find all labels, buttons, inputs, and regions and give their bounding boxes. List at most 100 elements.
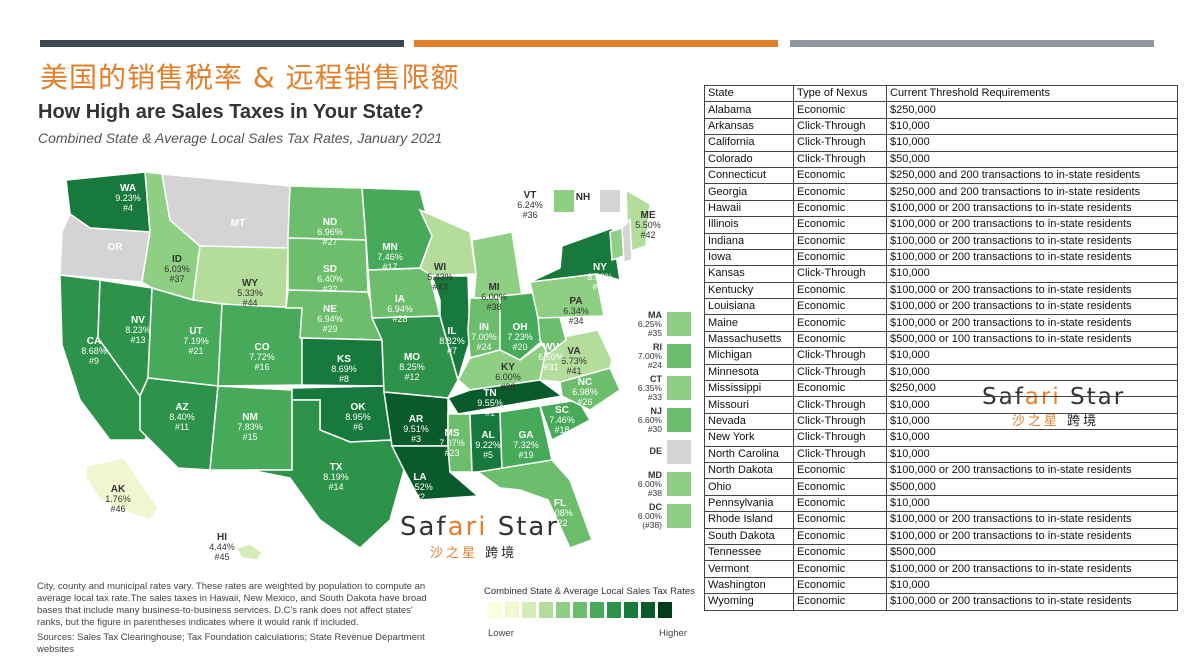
state-label-rank: #9	[89, 356, 99, 366]
table-cell: Iowa	[704, 248, 794, 267]
small-state-label-rate: 6.35%	[638, 383, 663, 393]
top-bar-dark	[40, 40, 404, 47]
table-cell: $500,000	[886, 478, 1178, 496]
table-row: Pennsylvania Economic $10,000	[704, 494, 1178, 513]
small-state-label-rate: 6.00%	[638, 479, 663, 489]
table-cell: Rhode Island	[704, 511, 794, 529]
state-label-rate: 7.32%	[513, 440, 539, 450]
state-label-rate: 6.98%	[572, 387, 598, 397]
table-cell: Economic	[793, 183, 887, 201]
small-state-box-ct	[667, 376, 691, 400]
small-state-label-rank: #33	[648, 392, 662, 402]
small-state-label-rank: #35	[648, 328, 662, 338]
table-cell: Economic	[793, 330, 887, 349]
table-cell: Ohio	[704, 478, 794, 496]
state-label-rank: #14	[328, 482, 343, 492]
state-label-rate: 7.72%	[249, 352, 275, 362]
legend-swatches	[488, 602, 675, 618]
state-label-rate: 7.23%	[507, 332, 533, 342]
table-cell: New York	[704, 429, 794, 447]
state-label-rank: #19	[518, 450, 533, 460]
state-ne	[285, 289, 384, 341]
state-label-rank: #12	[404, 372, 419, 382]
state-label-rank: #10	[592, 282, 607, 292]
callout-box-vt	[554, 190, 574, 212]
table-row: Missouri Click-Through $10,000	[704, 396, 1178, 414]
state-label-rate: 4.44%	[209, 542, 235, 552]
table-cell: Economic	[793, 248, 887, 267]
table-cell: Colorado	[704, 150, 794, 168]
table-row: Arkansas Click-Through $10,000	[704, 117, 1178, 136]
state-label-rate: 6.50%	[538, 352, 564, 362]
table-cell: $10,000	[886, 134, 1178, 152]
table-cell: $100,000 or 200 transactions to in-state…	[886, 527, 1178, 545]
table-row: Iowa Economic $100,000 or 200 transactions…	[704, 248, 1178, 267]
state-label-rank: #5	[483, 450, 493, 460]
table-row: Alabama Economic $250,000	[704, 101, 1178, 119]
state-label-rate: 5.73%	[561, 356, 587, 366]
state-label-abbr: AR	[409, 414, 424, 425]
table-cell: $100,000 or 200 transactions to in-state…	[886, 461, 1178, 480]
state-label-abbr: NV	[131, 315, 145, 326]
table-cell: $250,000 and 200 transactions to in-stat…	[886, 166, 1178, 185]
table-cell: North Dakota	[704, 461, 794, 480]
state-label-rank: #37	[169, 274, 184, 284]
table-cell: $10,000	[886, 265, 1178, 283]
table-row: Illinois Economic $100,000 or 200 transact…	[704, 216, 1178, 234]
state-label-rate: 6.40%	[317, 274, 343, 284]
state-label-rank: #21	[188, 346, 203, 356]
state-label-abbr: WA	[120, 183, 136, 194]
table-cell: Wyoming	[704, 593, 794, 611]
table-cell: Click-Through	[793, 347, 887, 365]
logo-cn-b: 跨境	[478, 546, 518, 561]
state-label-rate: 5.50%	[635, 220, 661, 230]
state-label-rate: 8.23%	[125, 325, 151, 335]
table-cell: Vermont	[704, 560, 794, 578]
state-label-rank: #17	[382, 262, 397, 272]
legend-high-label: Higher	[659, 628, 687, 639]
state-label-rate: 8.95%	[345, 412, 371, 422]
table-cell: $250,000 and 200 transactions to in-stat…	[886, 183, 1178, 201]
top-bar-gray	[790, 40, 1154, 47]
state-label-abbr: MO	[404, 352, 420, 363]
top-bar-orange	[414, 40, 778, 47]
safari-star-logo: Safari Star 沙之星 跨境	[400, 512, 559, 561]
small-state-box-de	[667, 440, 691, 464]
small-state-label-abbr: DE	[649, 446, 662, 456]
small-state-label-rate: 6.25%	[638, 319, 663, 329]
state-label-rank: #22	[552, 518, 567, 528]
state-label-rate: 7.08%	[547, 508, 573, 518]
table-row: Minnesota Click-Through $10,000	[704, 363, 1178, 382]
state-label-rate: 8.82%	[439, 336, 465, 346]
state-label-abbr: WV	[543, 342, 559, 353]
small-state-box-ma	[667, 312, 691, 336]
table-cell: Pennsylvania	[704, 494, 794, 513]
state-label-abbr: IA	[395, 294, 405, 305]
state-label-abbr: AZ	[175, 402, 188, 413]
state-label-rank: #34	[568, 316, 583, 326]
small-state-label-abbr: DC	[649, 502, 662, 512]
state-label-rate: 9.52%	[407, 482, 433, 492]
table-cell: Economic	[793, 216, 887, 234]
table-cell: $500,000 or 100 transactions to in-state…	[886, 330, 1178, 349]
legend-swatch	[556, 602, 570, 618]
table-row: Colorado Click-Through $50,000	[704, 150, 1178, 168]
table-cell: $100,000 or 200 transactions to in-state…	[886, 560, 1178, 578]
table-cell: Economic	[793, 478, 887, 496]
small-state-label-rank: (#38)	[642, 520, 662, 530]
table-cell: Washington	[704, 576, 794, 595]
table-cell: $10,000	[886, 429, 1178, 447]
state-label-rank: #1	[485, 408, 495, 418]
nexus-threshold-table: State Type of Nexus Current Threshold Requ…	[704, 84, 1178, 611]
table-cell: $500,000	[886, 543, 1178, 562]
table-cell: Click-Through	[793, 117, 887, 136]
map-sources: Sources: Sales Tax Clearinghouse; Tax Fo…	[37, 632, 425, 655]
state-label-rate: 6.96%	[317, 227, 343, 237]
state-label-rate: 6.00%	[495, 372, 521, 382]
legend-swatch	[590, 602, 604, 618]
state-label-abbr: SD	[323, 264, 337, 275]
state-label-rank: #4	[123, 203, 133, 213]
table-cell: Economic	[793, 199, 887, 218]
table-cell: Michigan	[704, 347, 794, 365]
state-label-abbr: NC	[578, 377, 592, 388]
